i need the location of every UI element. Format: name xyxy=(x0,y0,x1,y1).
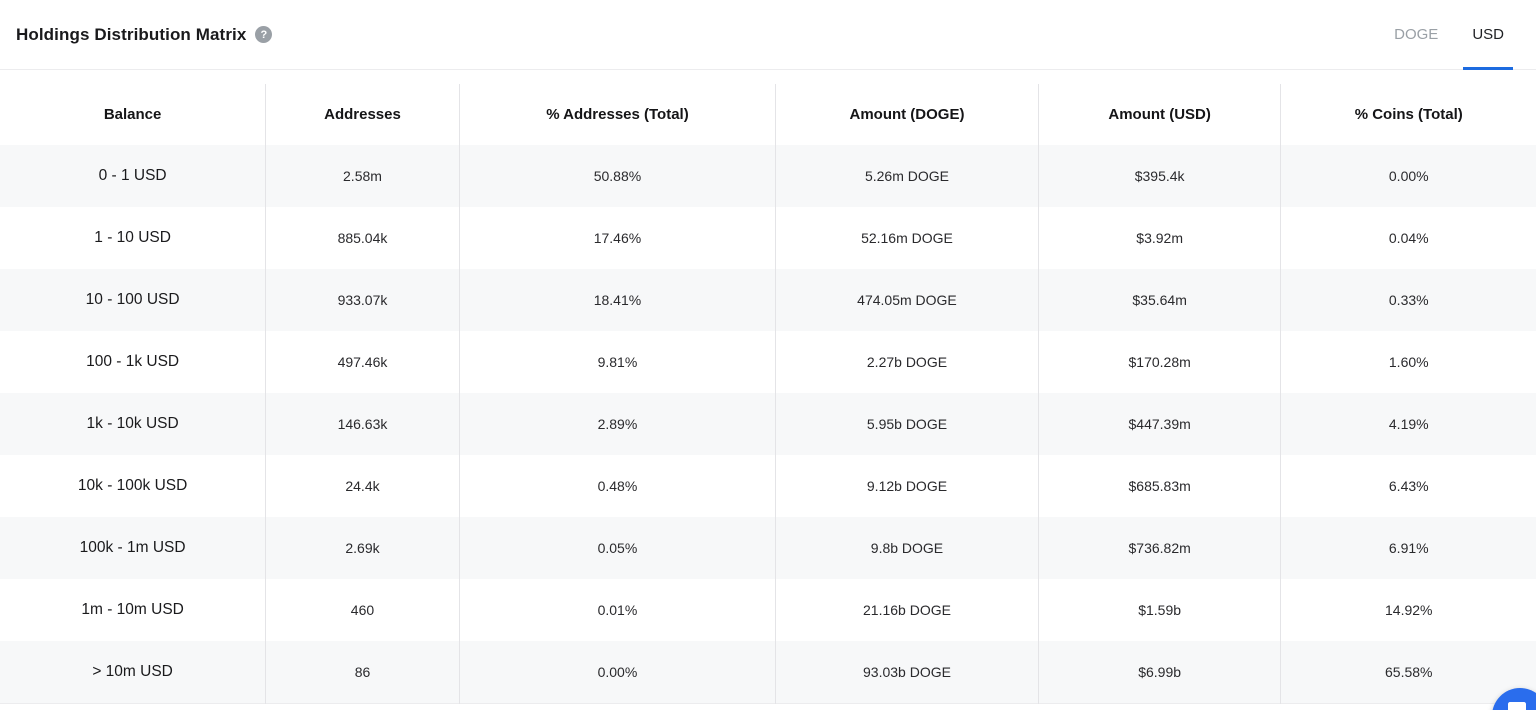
table-cell: $447.39m xyxy=(1037,393,1281,455)
column-header: Balance xyxy=(0,84,266,145)
table-cell: 24.4k xyxy=(265,455,460,517)
table-cell: 93.03b DOGE xyxy=(775,641,1039,703)
table-cell: 5.95b DOGE xyxy=(775,393,1039,455)
table-cell: 146.63k xyxy=(265,393,460,455)
table-cell: 1 - 10 USD xyxy=(94,229,171,246)
table-cell: 10k - 100k USD xyxy=(77,477,188,494)
column-header: Amount (USD) xyxy=(1037,84,1281,145)
table-cell: 18.41% xyxy=(458,269,776,331)
table-row: 1 - 10 USD 885.04k 17.46% 52.16m DOGE $3.92m… xyxy=(0,207,1536,269)
table-body: 0 - 1 USD 2.58m 50.88% 5.26m DOGE $395.4k 0.0… xyxy=(0,145,1536,703)
table-cell: $35.64m xyxy=(1037,269,1281,331)
table-row: > 10m USD 86 0.00% 93.03b DOGE $6.99b 65.58% xyxy=(0,641,1536,703)
holdings-table: Balance Addresses% Addresses (Total) Amoun… xyxy=(0,84,1536,704)
table-cell: 100 - 1k USD xyxy=(86,353,180,370)
table-cell: 6.91% xyxy=(1280,517,1536,579)
panel-header: Holdings Distribution Matrix ? DOGE USD xyxy=(0,0,1536,70)
table-cell: 9.8b DOGE xyxy=(775,517,1039,579)
tab-usd[interactable]: USD xyxy=(1463,0,1513,70)
table-row: 100k - 1m USD 2.69k 0.05% 9.8b DOGE $736.82m… xyxy=(0,517,1536,579)
table-row: 1m - 10m USD 460 0.01% 21.16b DOGE $1.59b 14.… xyxy=(0,579,1536,641)
chat-button[interactable] xyxy=(1492,688,1536,710)
table-cell: $1.59b xyxy=(1037,579,1281,641)
table-cell: 21.16b DOGE xyxy=(775,579,1039,641)
column-header: % Addresses (Total) xyxy=(458,84,776,145)
table-cell: 10 - 100 USD xyxy=(85,291,180,308)
table-cell: 4.19% xyxy=(1280,393,1536,455)
table-cell: $736.82m xyxy=(1037,517,1281,579)
table-cell: 0.04% xyxy=(1280,207,1536,269)
table-cell: 2.27b DOGE xyxy=(775,331,1039,393)
table-cell: 52.16m DOGE xyxy=(775,207,1039,269)
table-cell: 9.81% xyxy=(458,331,776,393)
table-cell: 0.05% xyxy=(458,517,776,579)
table-cell: 0.01% xyxy=(458,579,776,641)
table-cell: $685.83m xyxy=(1037,455,1281,517)
table-container: Balance Addresses% Addresses (Total) Amoun… xyxy=(0,70,1536,704)
currency-tabs: DOGE USD xyxy=(1392,0,1513,70)
table-row: 0 - 1 USD 2.58m 50.88% 5.26m DOGE $395.4k 0.0… xyxy=(0,145,1536,207)
table-row: 1k - 10k USD 146.63k 2.89% 5.95b DOGE $447.3… xyxy=(0,393,1536,455)
table-cell: 460 xyxy=(265,579,460,641)
table-cell: 0 - 1 USD xyxy=(98,167,167,184)
table-row: 10 - 100 USD 933.07k 18.41% 474.05m DOGE $35… xyxy=(0,269,1536,331)
table-cell: 497.46k xyxy=(265,331,460,393)
table-cell: 0.00% xyxy=(458,641,776,703)
title-group: Holdings Distribution Matrix ? xyxy=(16,0,273,69)
page-title: Holdings Distribution Matrix xyxy=(16,24,247,44)
column-header: Addresses xyxy=(265,84,460,145)
table-cell: 0.33% xyxy=(1280,269,1536,331)
tab-doge[interactable]: DOGE xyxy=(1394,26,1439,43)
table-cell: $395.4k xyxy=(1037,145,1281,207)
table-cell: 86 xyxy=(265,641,460,703)
table-cell: 2.58m xyxy=(265,145,460,207)
table-header-row: Balance Addresses% Addresses (Total) Amoun… xyxy=(0,84,1536,145)
column-header: Amount (DOGE) xyxy=(775,84,1039,145)
table-cell: 2.89% xyxy=(458,393,776,455)
question-circle-icon[interactable]: ? xyxy=(255,26,273,43)
table-cell: 9.12b DOGE xyxy=(775,455,1039,517)
table-cell: 0.48% xyxy=(458,455,776,517)
table-row: 100 - 1k USD 497.46k 9.81% 2.27b DOGE $170.2… xyxy=(0,331,1536,393)
table-cell: 17.46% xyxy=(458,207,776,269)
column-header: % Coins (Total) xyxy=(1280,84,1536,145)
table-cell: 933.07k xyxy=(265,269,460,331)
table-cell: $6.99b xyxy=(1037,641,1281,703)
table-cell: 0.00% xyxy=(1280,145,1536,207)
table-cell: $3.92m xyxy=(1037,207,1281,269)
table-row: 10k - 100k USD 24.4k 0.48% 9.12b DOGE $685.8… xyxy=(0,455,1536,517)
table-cell: 1.60% xyxy=(1280,331,1536,393)
table-cell: 5.26m DOGE xyxy=(775,145,1039,207)
table-cell: > 10m USD xyxy=(92,662,173,680)
table-cell: 885.04k xyxy=(265,207,460,269)
chat-bubble-icon xyxy=(1504,698,1528,710)
table-cell: 14.92% xyxy=(1280,579,1536,641)
table-cell: $170.28m xyxy=(1037,331,1281,393)
table-cell: 6.43% xyxy=(1280,455,1536,517)
table-cell: 1m - 10m USD xyxy=(81,601,184,618)
table-cell: 1k - 10k USD xyxy=(86,415,179,432)
table-cell: 50.88% xyxy=(458,145,776,207)
table-cell: 65.58% xyxy=(1280,641,1536,703)
table-cell: 2.69k xyxy=(265,517,460,579)
table-cell: 474.05m DOGE xyxy=(775,269,1039,331)
table-cell: 100k - 1m USD xyxy=(79,539,186,556)
